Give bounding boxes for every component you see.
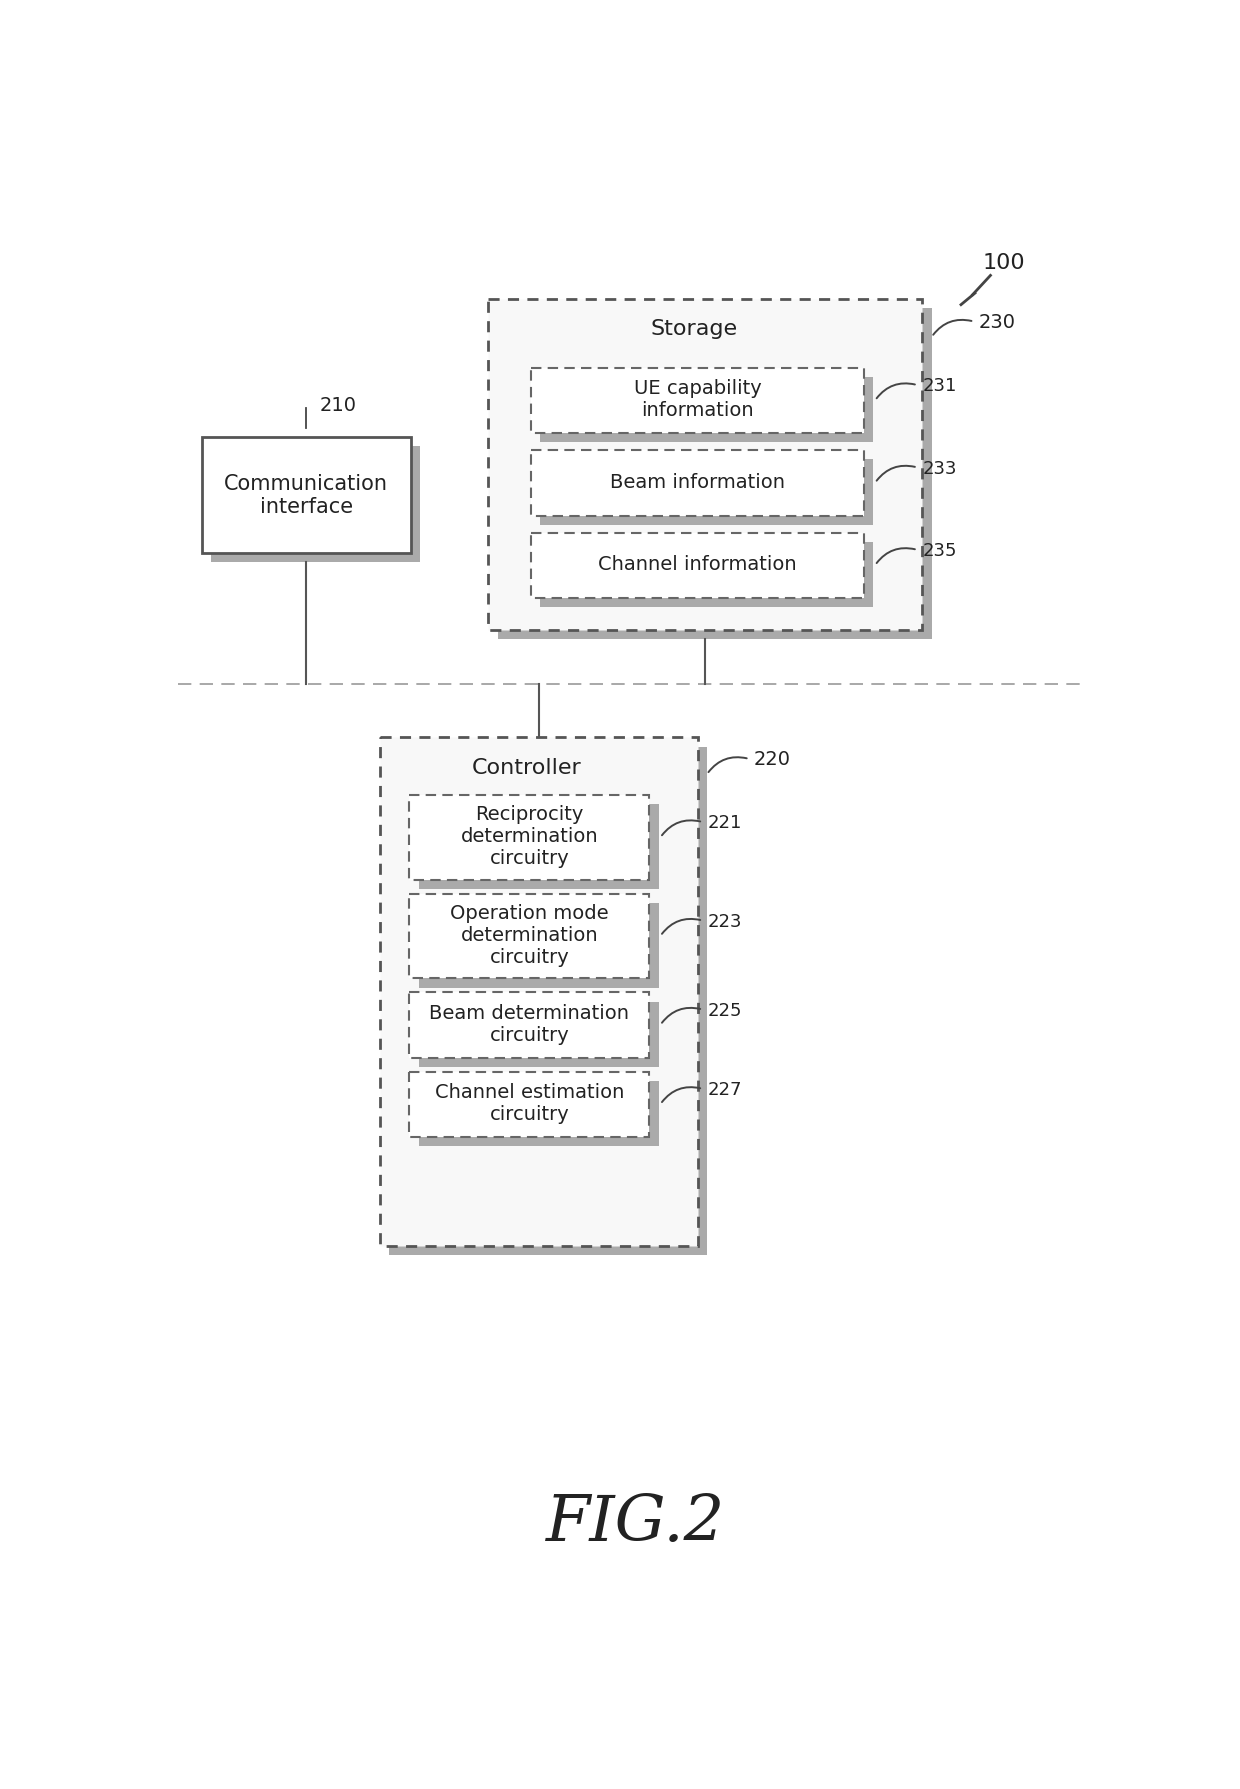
Text: 100: 100 — [982, 252, 1025, 272]
FancyBboxPatch shape — [409, 796, 650, 880]
Text: 231: 231 — [923, 377, 956, 395]
FancyBboxPatch shape — [489, 299, 923, 630]
Text: 225: 225 — [708, 1002, 742, 1020]
FancyBboxPatch shape — [409, 894, 650, 979]
FancyBboxPatch shape — [379, 739, 697, 1245]
Text: Controller: Controller — [472, 757, 582, 776]
FancyBboxPatch shape — [419, 1081, 658, 1147]
FancyBboxPatch shape — [419, 1002, 658, 1068]
FancyBboxPatch shape — [201, 438, 410, 553]
FancyBboxPatch shape — [409, 993, 650, 1057]
FancyBboxPatch shape — [541, 460, 873, 526]
FancyBboxPatch shape — [541, 542, 873, 608]
Text: UE capability
information: UE capability information — [634, 379, 761, 420]
Text: 223: 223 — [708, 912, 742, 930]
Text: 227: 227 — [708, 1081, 742, 1098]
FancyBboxPatch shape — [389, 748, 707, 1256]
FancyBboxPatch shape — [409, 1129, 650, 1138]
Text: Communication
interface: Communication interface — [224, 474, 388, 517]
FancyBboxPatch shape — [531, 426, 864, 435]
Text: Storage: Storage — [650, 318, 738, 338]
Text: FIG.2: FIG.2 — [546, 1492, 725, 1553]
Text: 235: 235 — [923, 542, 957, 560]
FancyBboxPatch shape — [531, 533, 864, 599]
FancyBboxPatch shape — [409, 871, 650, 880]
FancyBboxPatch shape — [497, 308, 931, 639]
Text: 221: 221 — [708, 814, 742, 832]
Text: Channel estimation
circuitry: Channel estimation circuitry — [435, 1082, 624, 1123]
FancyBboxPatch shape — [531, 451, 864, 517]
FancyBboxPatch shape — [541, 377, 873, 444]
Text: 233: 233 — [923, 460, 957, 478]
Text: Beam determination
circuitry: Beam determination circuitry — [429, 1004, 630, 1045]
Text: Reciprocity
determination
circuitry: Reciprocity determination circuitry — [460, 805, 598, 868]
Text: 210: 210 — [320, 395, 357, 415]
FancyBboxPatch shape — [419, 903, 658, 988]
Text: Beam information: Beam information — [610, 472, 785, 492]
FancyBboxPatch shape — [409, 1072, 650, 1138]
Text: Operation mode
determination
circuitry: Operation mode determination circuitry — [450, 903, 609, 966]
FancyBboxPatch shape — [409, 970, 650, 979]
FancyBboxPatch shape — [409, 1050, 650, 1057]
Text: 220: 220 — [754, 750, 791, 769]
FancyBboxPatch shape — [419, 805, 658, 889]
FancyBboxPatch shape — [531, 590, 864, 599]
Text: 230: 230 — [978, 313, 1016, 333]
Text: Channel information: Channel information — [598, 555, 797, 574]
FancyBboxPatch shape — [531, 508, 864, 517]
FancyBboxPatch shape — [211, 447, 420, 562]
FancyBboxPatch shape — [531, 369, 864, 435]
